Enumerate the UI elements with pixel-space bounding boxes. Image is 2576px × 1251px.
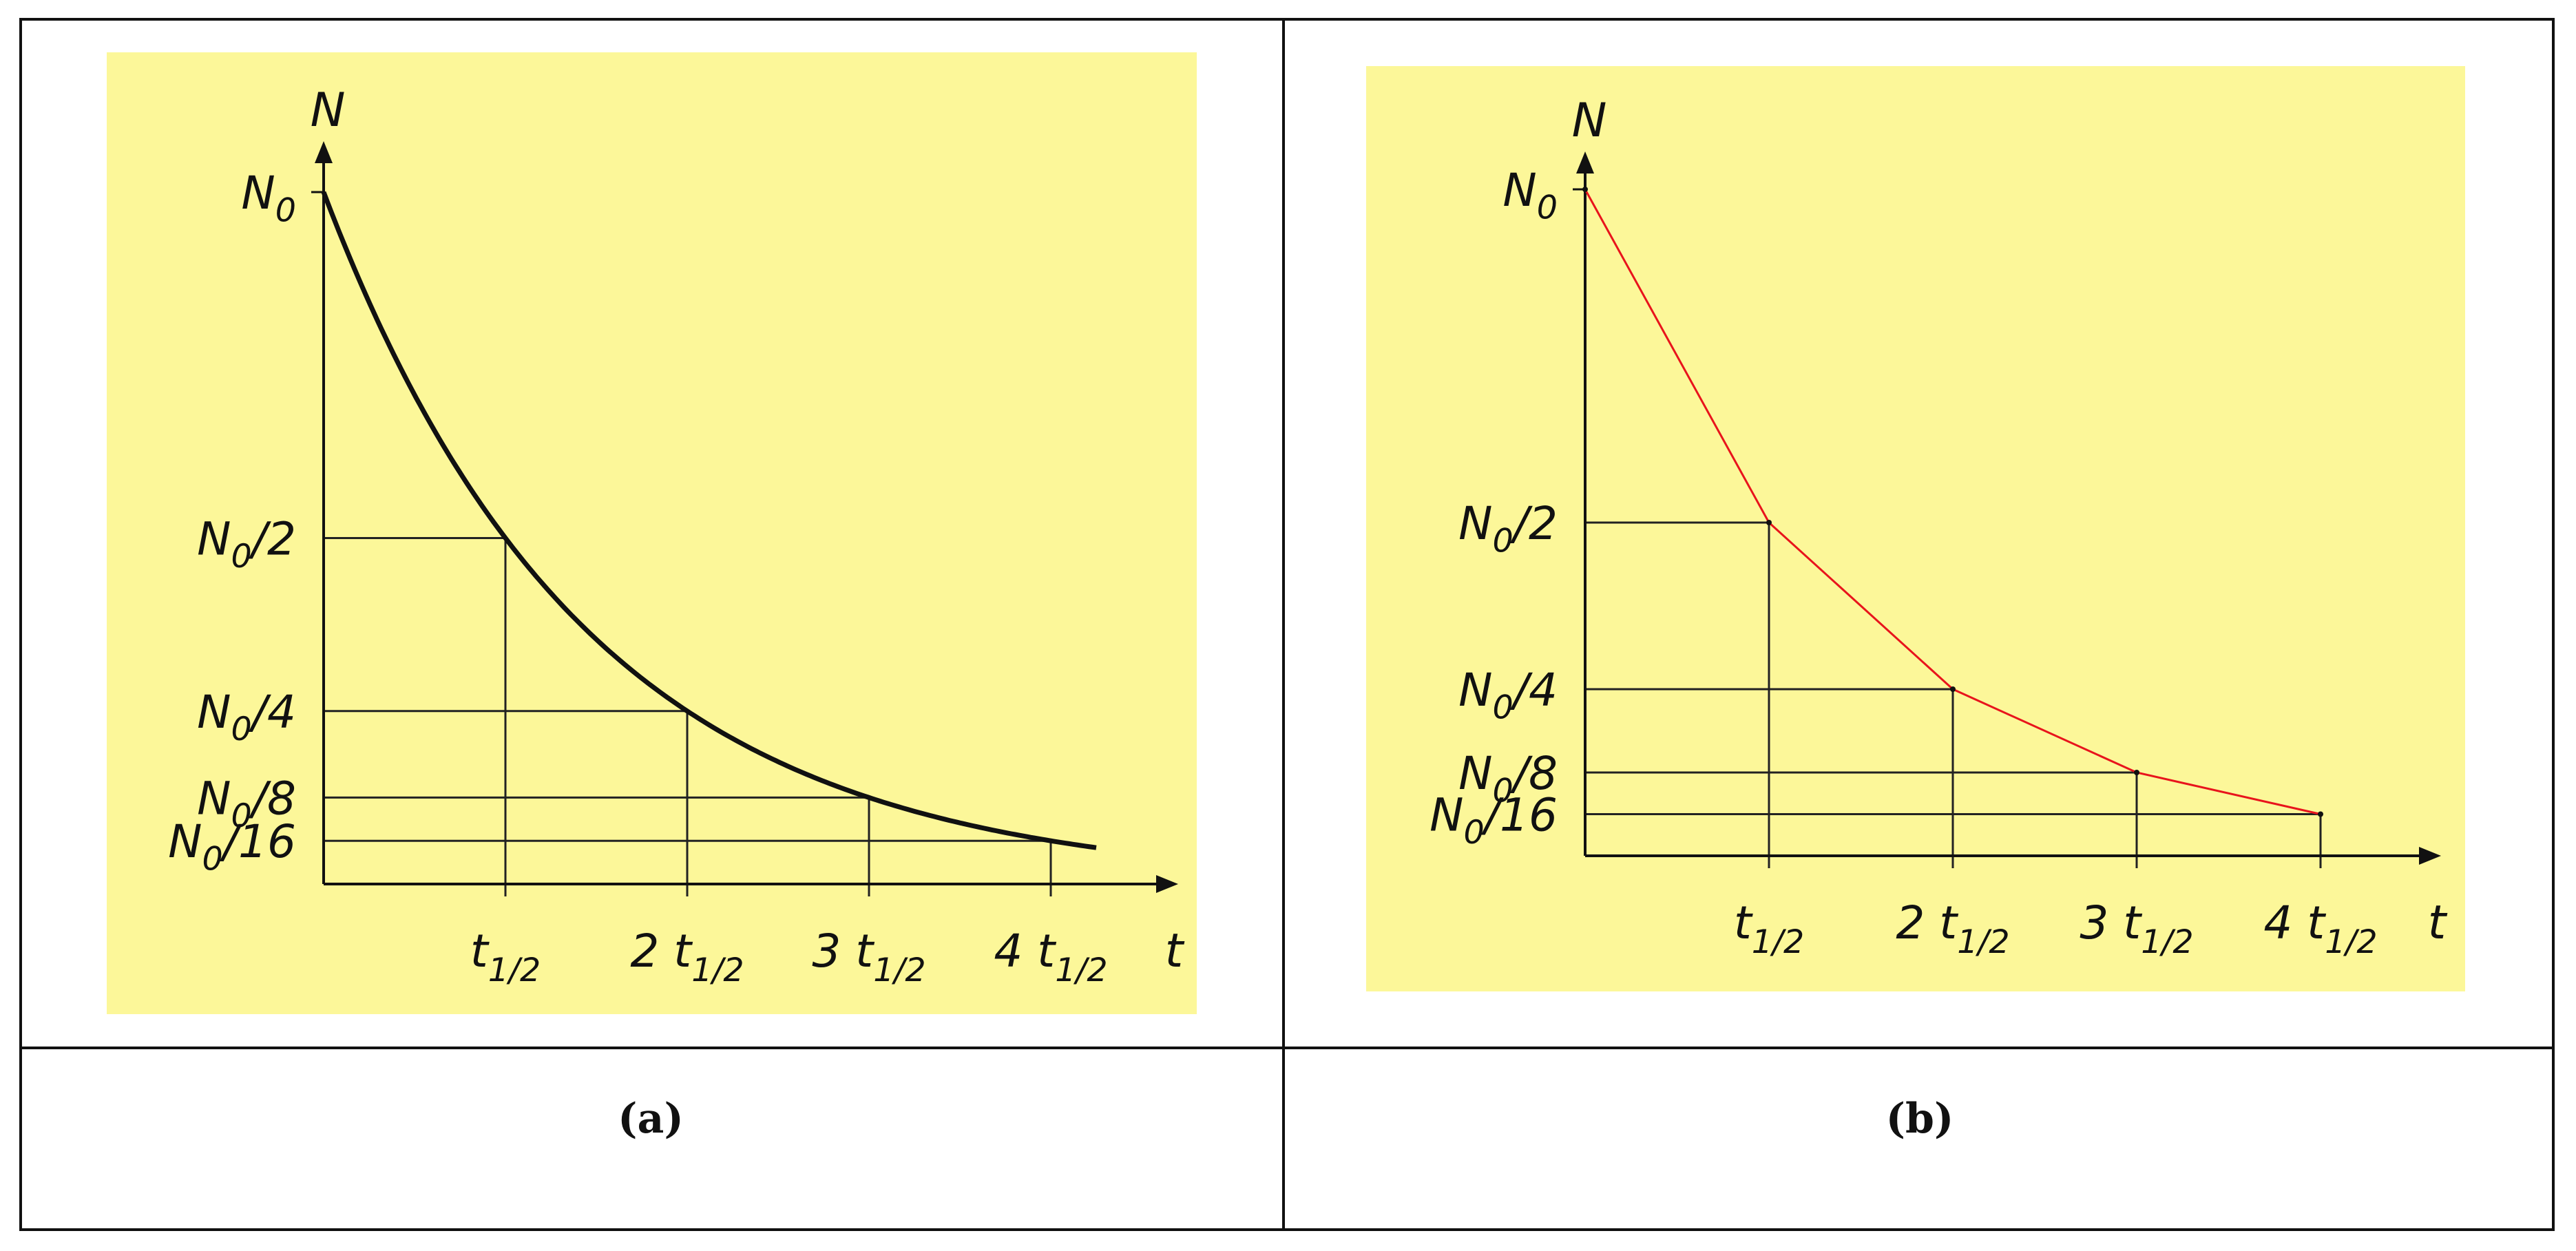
chart-b-point-3: [2134, 770, 2139, 775]
chart-a-x-tick-label-2: 3 t1/2: [812, 925, 925, 989]
caption-a: (a): [618, 1095, 684, 1143]
decay-chart-a: N0 N0/2 N0/4 N0/8N0/16 t1/2 2 t1/2 3 t1/2 4 t1/…: [168, 83, 1185, 989]
chart-b-x-tick-label-0: t1/2: [1734, 896, 1804, 961]
chart-a-y-tick-label-4: N0/16: [168, 815, 296, 878]
chart-a-y-tick-label-3: N0/8: [197, 772, 296, 834]
chart-b-y-tick-label-0: N0: [1502, 164, 1558, 227]
chart-a-y-tick-label-2: N0/4: [197, 686, 296, 748]
chart-b-x-axis-arrow: [2419, 847, 2441, 865]
chart-a-x-tick-label-0: t1/2: [470, 925, 541, 989]
chart-a-y-tick-label-0: N0: [241, 167, 296, 229]
chart-b-y-axis-label: N: [1572, 94, 1607, 148]
chart-b-y-tick-label-2: N0/4: [1458, 664, 1558, 726]
chart-b-y-tick-label-3: N0/8: [1458, 747, 1558, 810]
chart-b-point-1: [1766, 520, 1772, 525]
chart-b-y-tick-label-4: N0/16: [1430, 789, 1558, 852]
chart-a-x-tick-label-3: 4 t1/2: [994, 925, 1107, 989]
chart-b-point-4: [2318, 811, 2323, 817]
chart-b-x-tick-label-1: 2 t1/2: [1896, 896, 2009, 961]
chart-b-x-tick-label-3: 4 t1/2: [2263, 896, 2377, 961]
chart-b-point-0: [1582, 187, 1588, 192]
column-divider: [1282, 18, 1285, 1231]
chart-a-y-axis-arrow: [315, 141, 333, 163]
row-divider: [19, 1047, 2555, 1049]
figure-table-frame: [19, 18, 2555, 1231]
chart-a-y-axis-label: N: [311, 83, 346, 138]
chart-b-x-axis-label: t: [2428, 896, 2448, 950]
caption-b: (b): [1885, 1095, 1954, 1143]
chart-b-point-2: [1950, 686, 1956, 692]
chart-a-x-axis-label: t: [1165, 924, 1185, 978]
chart-b-x-tick-label-2: 3 t1/2: [2080, 896, 2193, 961]
chart-a-x-axis-arrow: [1156, 875, 1178, 893]
chart-a-x-tick-label-1: 2 t1/2: [630, 925, 744, 989]
chart-b-y-axis-arrow: [1576, 151, 1594, 174]
chart-a-decay-curve: [321, 191, 1097, 850]
chart-a-y-tick-label-1: N0/2: [197, 513, 296, 576]
decay-chart-b: N0 N0/2 N0/4 N0/8N0/16 t1/2 2 t1/2 3 t1/2 4 t1/…: [1430, 94, 2448, 961]
chart-b-y-tick-label-1: N0/2: [1458, 497, 1558, 560]
panel-b-background: N0 N0/2 N0/4 N0/8 N0/16 t1/2 2 t1/2 3 t1/2 4 t1/…: [1366, 66, 2465, 991]
panel-a-background: N0 N0/2 N0/4 N0/8 N0/16 t1/2 2 t1/2 3 t1/2 4 t1/…: [107, 52, 1197, 1014]
